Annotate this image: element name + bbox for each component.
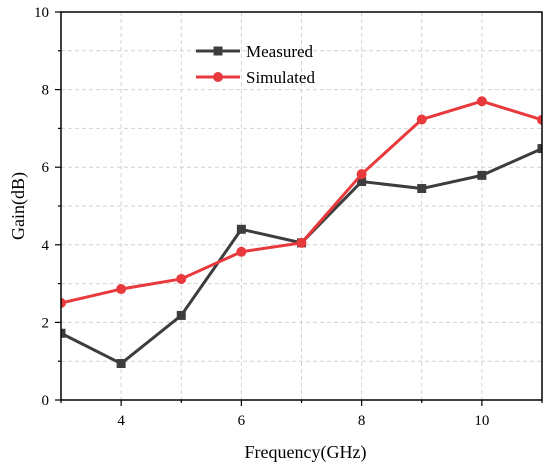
data-point-simulated	[236, 246, 247, 257]
y-axis-title: Gain(dB)	[8, 172, 29, 240]
data-point-measured	[236, 224, 246, 234]
data-point-simulated	[176, 273, 187, 284]
legend-item-measured: Measured	[196, 42, 314, 61]
data-point-measured	[417, 184, 427, 194]
x-tick-label: 6	[238, 413, 246, 429]
data-point-simulated	[476, 96, 487, 107]
data-point-measured	[61, 328, 66, 338]
data-point-simulated	[116, 284, 127, 295]
data-point-measured	[357, 177, 367, 187]
data-point-simulated	[296, 237, 307, 248]
legend-label: Measured	[246, 42, 314, 61]
y-tick-label: 4	[42, 238, 50, 254]
data-point-measured	[176, 310, 186, 320]
data-point-measured	[477, 170, 487, 180]
x-tick-label: 8	[358, 413, 366, 429]
y-tick-label: 10	[34, 5, 49, 21]
legend-swatch-marker	[213, 72, 223, 82]
x-tick-label: 4	[117, 413, 125, 429]
legend: Measured Simulated	[196, 42, 315, 87]
axis-ticks: 4 6 8 10 0 2 4 6 8 10	[34, 5, 543, 429]
y-tick-label: 0	[42, 393, 50, 409]
grid	[61, 12, 542, 400]
legend-item-simulated: Simulated	[196, 68, 315, 87]
y-tick-label: 8	[42, 83, 50, 99]
series-simulated	[61, 96, 542, 308]
data-point-simulated	[61, 298, 66, 308]
data-point-measured	[116, 359, 126, 369]
legend-label: Simulated	[246, 68, 315, 87]
data-point-simulated	[537, 114, 542, 125]
x-axis-title: Frequency(GHz)	[245, 442, 367, 463]
data-point-measured	[537, 144, 542, 154]
x-tick-label: 10	[474, 413, 489, 429]
series-layer	[61, 96, 542, 369]
y-tick-label: 6	[42, 160, 50, 176]
data-point-simulated	[416, 114, 427, 125]
data-point-simulated	[356, 169, 367, 180]
legend-swatch-marker	[213, 46, 223, 56]
y-tick-label: 2	[42, 315, 50, 331]
